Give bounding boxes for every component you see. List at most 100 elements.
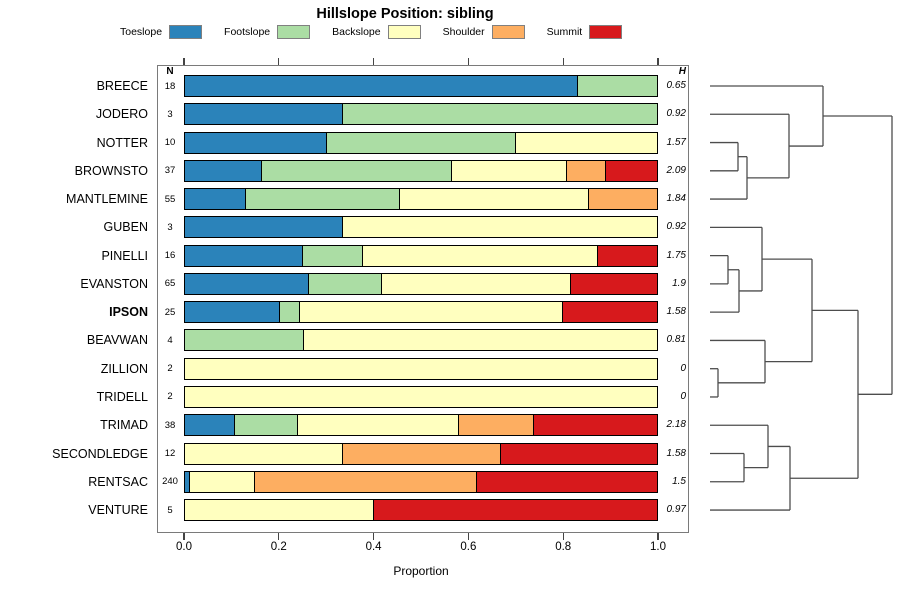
bar-segment [399, 189, 589, 210]
bar-segment [185, 330, 304, 351]
h-column-header: H [678, 66, 686, 77]
x-tick-label: 1.0 [650, 541, 666, 553]
n-value: 3 [167, 108, 173, 120]
n-value: 18 [164, 80, 176, 92]
bar-segment [605, 160, 657, 181]
bar-segment [303, 330, 657, 351]
bar-segment [185, 273, 309, 294]
n-value: 16 [164, 250, 176, 262]
h-value: 0.92 [666, 108, 686, 120]
bar-segment [567, 160, 606, 181]
bar-segment [185, 358, 657, 379]
bar-segment [185, 302, 280, 323]
legend-swatch [589, 25, 623, 39]
x-tick-top [373, 58, 375, 65]
row-label: RENTSAC [88, 474, 148, 489]
bar [184, 329, 658, 352]
n-value: 37 [164, 165, 176, 177]
x-tick-label: 0.0 [176, 541, 192, 553]
x-tick-bottom [278, 533, 280, 540]
bar-segment [185, 104, 343, 125]
h-value: 2.09 [666, 164, 686, 176]
x-tick-bottom [183, 533, 185, 540]
legend-label: Footslope [224, 26, 271, 38]
h-value: 0.97 [666, 504, 686, 516]
bar [184, 414, 658, 437]
n-value: 65 [164, 278, 176, 290]
n-value: 2 [167, 391, 173, 403]
legend-item: Toeslope [120, 25, 203, 39]
row-label: IPSON [109, 305, 148, 320]
legend-item: Footslope [224, 25, 311, 39]
n-value: 240 [162, 476, 178, 488]
x-tick-label: 0.8 [555, 541, 572, 553]
legend: Toeslope Footslope Backslope Shoulder Summit [120, 25, 623, 39]
h-value: 1.57 [666, 136, 686, 148]
x-tick-top [657, 58, 659, 65]
bar-segment [477, 471, 657, 492]
legend-item: Summit [547, 25, 623, 39]
h-value: 0.81 [666, 334, 686, 346]
n-value: 25 [164, 306, 176, 318]
n-value: 55 [164, 193, 176, 205]
bar [184, 272, 658, 295]
legend-swatch [169, 25, 203, 39]
bar-segment [452, 160, 568, 181]
x-tick-label: 0.6 [460, 541, 477, 553]
legend-item: Shoulder [443, 25, 525, 39]
bar-segment [342, 443, 501, 464]
bar-segment [516, 132, 657, 153]
x-axis-title: Proportion [393, 564, 449, 578]
h-value: 0.92 [666, 221, 686, 233]
h-value: 1.75 [666, 249, 686, 261]
row-label: ZILLION [100, 361, 148, 376]
x-tick-top [562, 58, 564, 65]
bar-segment [185, 245, 304, 266]
bar [184, 357, 658, 380]
bar-segment [308, 273, 383, 294]
bar [184, 159, 658, 182]
legend-label: Toeslope [120, 26, 163, 38]
row-label: JODERO [95, 107, 148, 122]
row-label: EVANSTON [80, 276, 148, 291]
bar-segment [279, 302, 300, 323]
bar-segment [342, 104, 657, 125]
bar-segment [185, 76, 579, 96]
bar [184, 103, 658, 126]
h-value: 0 [680, 390, 686, 402]
bar-segment [303, 245, 363, 266]
bar-segment [563, 302, 657, 323]
row-label: GUBEN [103, 220, 148, 235]
bar-segment [588, 189, 657, 210]
bar-segment [362, 245, 599, 266]
bar-segment [382, 273, 571, 294]
bar-segment [185, 386, 657, 407]
x-tick-bottom [467, 533, 469, 540]
x-tick-top [278, 58, 280, 65]
row-label: TRIMAD [100, 418, 148, 433]
row-label: PINELLI [101, 248, 148, 263]
bar-segment [299, 302, 564, 323]
legend-label: Summit [546, 26, 583, 38]
h-value: 1.58 [666, 306, 686, 318]
bar [184, 216, 658, 239]
bar-segment [261, 160, 453, 181]
bar-segment [189, 471, 256, 492]
bar [184, 75, 658, 97]
bar [184, 499, 658, 522]
h-value: 1.58 [666, 447, 686, 459]
bar-segment [570, 273, 657, 294]
h-value: 1.9 [672, 277, 686, 289]
row-label: BROWNSTO [74, 163, 148, 178]
bar-segment [578, 76, 657, 96]
h-value: 1.5 [672, 475, 686, 487]
x-tick-label: 0.4 [365, 541, 382, 553]
bar-segment [374, 500, 657, 521]
row-label: TRIDELL [96, 389, 148, 404]
bar [184, 442, 658, 465]
legend-swatch [387, 25, 421, 39]
bar [184, 188, 658, 211]
bar-segment [327, 132, 516, 153]
n-value: 5 [167, 504, 173, 516]
row-label: BREECE [96, 79, 148, 93]
